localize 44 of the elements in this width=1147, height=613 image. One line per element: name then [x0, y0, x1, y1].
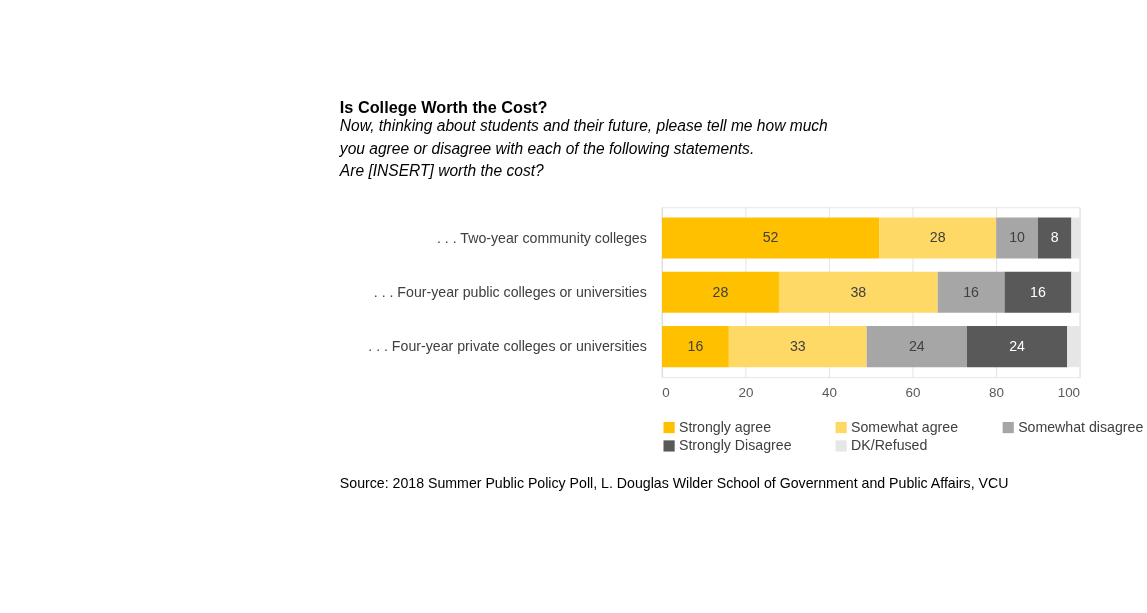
data-label: 16 — [963, 283, 980, 300]
chart-subtitle: Now, thinking about students and their future, please tell me how much you agree or disagree with each of the following statements. Are [INSERT] worth the cost? — [338, 116, 828, 180]
x-tick-label: 100 — [1057, 384, 1081, 400]
data-label: 10 — [1009, 229, 1026, 246]
y-tick-label: . . . Two-year community colleges — [436, 229, 647, 246]
data-label: 24 — [1009, 337, 1026, 354]
data-label: 52 — [762, 229, 779, 246]
data-label: 8 — [1050, 229, 1059, 246]
data-label: 28 — [712, 283, 729, 300]
bar — [1071, 271, 1080, 313]
x-tick-label: 40 — [821, 384, 837, 400]
bar — [1037, 217, 1072, 259]
bar — [662, 271, 779, 313]
bar — [1067, 326, 1080, 368]
x-tick-label: 80 — [989, 384, 1005, 400]
data-label: 28 — [929, 229, 946, 246]
data-label: 38 — [850, 283, 867, 300]
bar — [866, 326, 967, 368]
legend-label: Strongly agree — [679, 418, 772, 435]
bar — [966, 326, 1068, 368]
bar — [728, 326, 867, 368]
data-label: 24 — [908, 337, 925, 354]
bar — [937, 271, 1005, 313]
y-tick-label: . . . Four-year private colleges or universities — [368, 338, 647, 355]
legend-label: DK/Refused — [851, 437, 928, 454]
source-note: Source: 2018 Summer Public Policy Poll, L. Douglas Wilder School of Government and Public Affairs, VCU — [339, 474, 1009, 491]
data-label: 16 — [687, 337, 704, 354]
x-tick-label: 0 — [662, 384, 670, 400]
bar — [662, 217, 880, 259]
data-label: 16 — [1030, 283, 1046, 300]
legend-label: Somewhat disagree — [1018, 418, 1144, 435]
text: Is College Worth the Cost? — [339, 98, 548, 117]
legend-label: Strongly Disagree — [679, 437, 792, 454]
bar — [1004, 271, 1072, 313]
y-tick-label: . . . Four-year public colleges or universities — [373, 283, 647, 300]
bar — [879, 217, 997, 259]
legend-label: Somewhat agree — [851, 418, 959, 435]
x-tick-label: 20 — [738, 384, 754, 400]
bar — [662, 326, 729, 368]
data-label: 33 — [789, 337, 806, 354]
x-tick-label: 60 — [905, 384, 921, 400]
bar — [778, 271, 938, 313]
bar — [996, 217, 1038, 259]
bar — [1071, 217, 1080, 259]
